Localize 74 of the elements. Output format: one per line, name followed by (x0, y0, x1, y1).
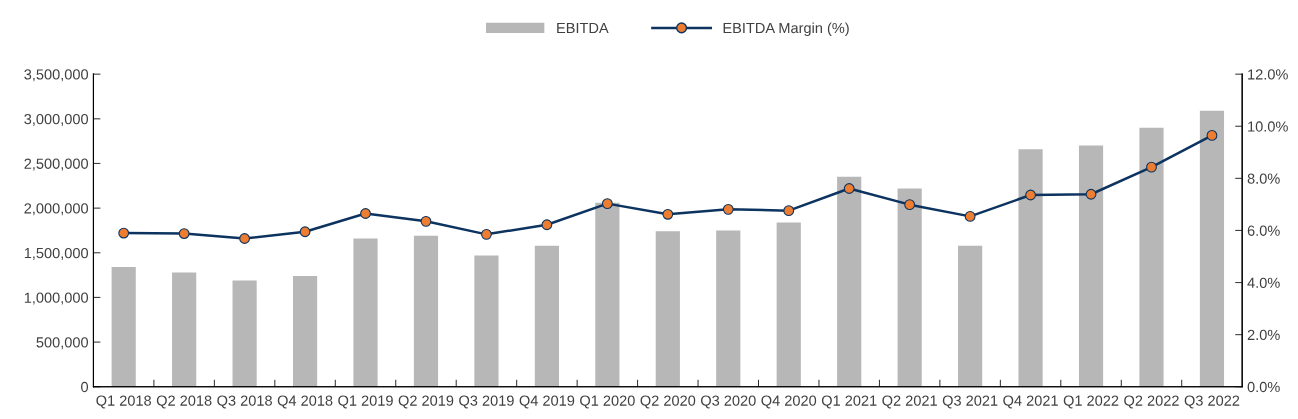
x-tick-label: Q3 2022 (1184, 395, 1240, 409)
bar (353, 238, 378, 387)
y2-tick-label: 4.0% (1247, 277, 1280, 288)
x-tick-label: Q3 2021 (942, 395, 998, 409)
y2-tick-label: 2.0% (1247, 329, 1280, 341)
x-tick-label: Q4 2021 (1003, 395, 1058, 409)
point (1146, 161, 1157, 173)
point (783, 205, 795, 217)
y2-tick-label: 8.0% (1247, 173, 1280, 184)
bar (292, 276, 318, 387)
x-tick-label: Q3 2019 (459, 395, 514, 409)
bar (776, 222, 801, 387)
x-tick-label: Q2 2021 (882, 395, 937, 409)
point (964, 210, 976, 222)
y-tick-label: 3,000,000 (24, 113, 89, 126)
legend-label: EBITDA (557, 22, 609, 34)
y-tick-label: 1,000,000 (24, 292, 89, 305)
bar (837, 176, 862, 387)
bar (172, 272, 197, 387)
bar (111, 267, 136, 387)
bar (1018, 149, 1043, 387)
x-tick-label: Q3 2020 (701, 395, 756, 409)
bar (897, 188, 922, 387)
point (239, 233, 251, 244)
bar (958, 245, 983, 387)
bar (1078, 145, 1104, 387)
bar (413, 235, 439, 387)
point (843, 183, 855, 194)
y2-tick-label: 0.0% (1247, 381, 1280, 393)
y2-tick-label: 10.0% (1248, 121, 1288, 132)
y-tick-label: 3,500,000 (24, 69, 89, 82)
bar (232, 280, 257, 387)
point (1085, 188, 1097, 200)
bar (716, 230, 741, 387)
y2-tick-label: 6.0% (1247, 225, 1280, 236)
x-tick-label: Q2 2020 (640, 395, 696, 409)
point (299, 226, 311, 238)
x-tick-label: Q3 2018 (217, 395, 272, 409)
point (420, 215, 432, 227)
x-tick-label: Q1 2022 (1063, 395, 1119, 409)
point (722, 203, 734, 215)
y-tick-label: 500,000 (36, 337, 89, 350)
y-tick-label: 2,000,000 (24, 203, 89, 216)
x-tick-label: Q2 2022 (1124, 395, 1179, 409)
point (481, 228, 492, 240)
point (1206, 129, 1218, 141)
bar (1139, 127, 1164, 387)
x-tick-label: Q1 2018 (96, 395, 152, 409)
bar (655, 231, 680, 387)
point (904, 199, 916, 211)
legend-label: EBITDA Margin (%) (723, 22, 849, 37)
x-tick-label: Q1 2019 (338, 395, 393, 409)
bar (595, 202, 620, 387)
point (1025, 189, 1036, 201)
x-tick-label: Q4 2019 (519, 395, 575, 409)
point (178, 228, 190, 239)
x-tick-label: Q2 2018 (156, 395, 212, 409)
x-tick-label: Q4 2020 (761, 395, 817, 409)
bar (474, 255, 499, 387)
y-tick-label: 0 (81, 381, 89, 393)
x-tick-label: Q2 2019 (398, 395, 454, 409)
point (118, 227, 130, 239)
x-tick-label: Q4 2018 (277, 395, 333, 409)
point (541, 219, 553, 231)
y-tick-label: 1,500,000 (24, 247, 89, 260)
x-tick-label: Q1 2020 (580, 395, 635, 409)
point (360, 208, 371, 219)
x-tick-label: Q1 2021 (821, 395, 877, 409)
bar (534, 245, 559, 387)
y2-tick-label: 12.0% (1248, 69, 1288, 80)
point (601, 198, 613, 210)
bar (1199, 110, 1225, 387)
point (662, 208, 674, 220)
y-tick-label: 2,500,000 (24, 158, 89, 171)
